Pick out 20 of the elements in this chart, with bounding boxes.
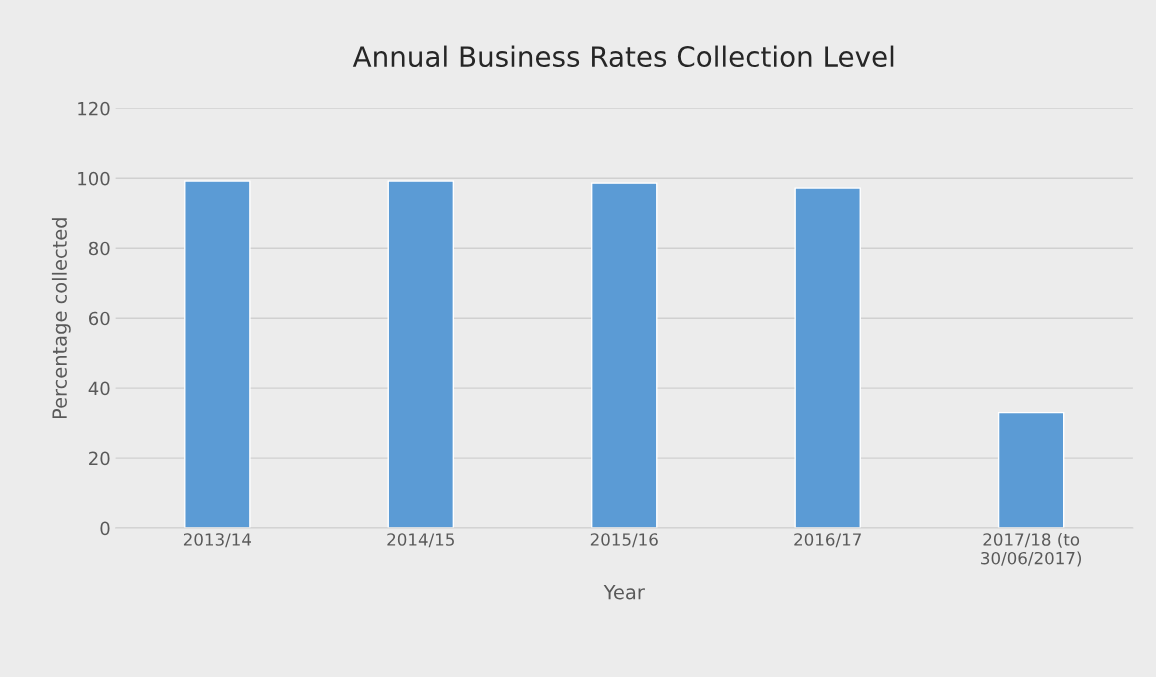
bar — [184, 180, 251, 529]
x-axis-title: Year — [603, 584, 645, 600]
y-tick-label: 60 — [89, 311, 110, 326]
bar — [590, 182, 658, 529]
chart-title: Annual Business Rates Collection Level — [352, 45, 894, 68]
x-tick-label: 2014/15 — [387, 533, 454, 548]
bar — [997, 411, 1065, 529]
bar — [794, 187, 861, 529]
y-tick-label: 100 — [78, 171, 110, 186]
y-axis-title: Percentage collected — [51, 218, 71, 419]
y-tick-label: 120 — [78, 101, 110, 116]
bar — [387, 180, 455, 529]
y-tick-label: 40 — [88, 381, 110, 396]
x-tick-label: 2013/14 — [183, 533, 252, 548]
y-tick-label: 0 — [100, 521, 110, 536]
x-tick-label: 2015/16 — [590, 533, 658, 548]
x-tick-label: 2016/17 — [794, 533, 861, 548]
x-tick-label: 2017/18 (to 30/06/2017) — [981, 532, 1081, 567]
y-tick-label: 20 — [89, 451, 110, 466]
y-tick-label: 80 — [88, 241, 110, 256]
